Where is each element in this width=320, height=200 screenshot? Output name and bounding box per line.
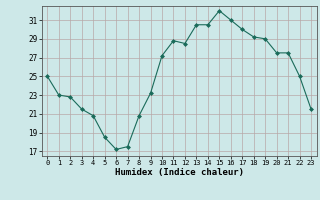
X-axis label: Humidex (Indice chaleur): Humidex (Indice chaleur) <box>115 168 244 177</box>
